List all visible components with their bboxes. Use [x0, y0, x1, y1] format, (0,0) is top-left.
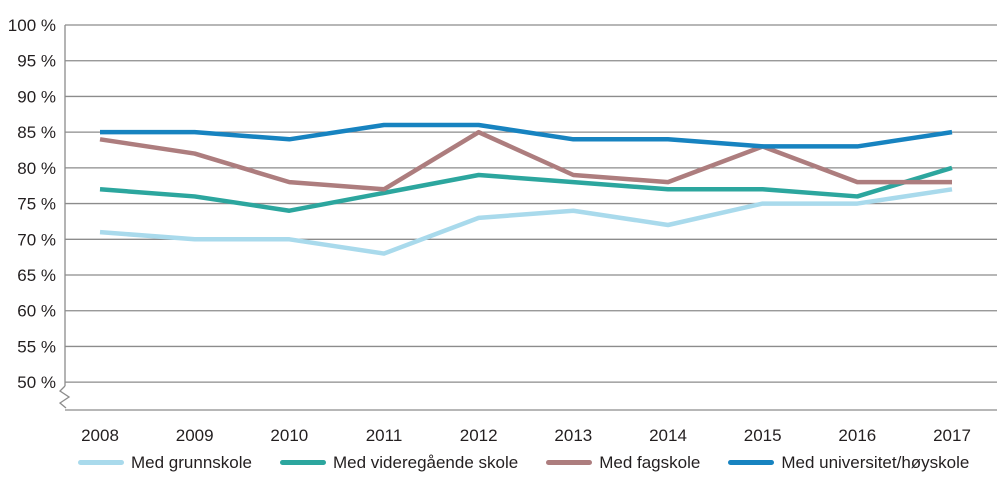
- x-tick-label: 2015: [744, 426, 782, 445]
- x-tick-label: 2009: [176, 426, 214, 445]
- legend-label: Med universitet/høyskole: [781, 452, 970, 472]
- data-series: [99, 122, 953, 256]
- chart-legend: Med grunnskole Med videregående skole Med …: [0, 449, 1000, 475]
- y-tick-label: 100 %: [8, 16, 56, 35]
- y-tick-label: 80 %: [17, 159, 56, 178]
- x-tick-label: 2017: [933, 426, 971, 445]
- y-tick-label: 55 %: [17, 337, 56, 356]
- series-line-2: [99, 129, 953, 192]
- legend-item-1: Med videregående skole: [279, 452, 519, 472]
- x-tick-labels: 2008 2009 2010 2011 2012 2013 2014 2015 2016 2017: [81, 426, 971, 445]
- series-line-0: [99, 187, 953, 256]
- y-tick-label: 70 %: [17, 230, 56, 249]
- y-tick-label: 85 %: [17, 123, 56, 142]
- x-tick-label: 2013: [554, 426, 592, 445]
- y-tick-label: 50 %: [17, 373, 56, 392]
- legend-item-2: Med fagskole: [546, 454, 700, 471]
- legend-item-0: Med grunnskole: [78, 454, 252, 471]
- y-tick-label: 65 %: [17, 266, 56, 285]
- legend-swatch-icon: [728, 459, 775, 465]
- series-line-3: [100, 122, 953, 149]
- y-tick-labels: 100 % 95 % 90 % 85 % 80 % 75 % 70 % 65 % 60 % 55 …: [8, 16, 56, 392]
- legend-label: Med fagskole: [599, 452, 701, 472]
- x-tick-label: 2008: [81, 426, 119, 445]
- legend-swatch-icon: [546, 459, 593, 465]
- y-tick-label: 75 %: [17, 195, 56, 214]
- legend-label: Med videregående skole: [332, 452, 519, 472]
- x-tick-label: 2016: [838, 426, 876, 445]
- x-tick-label: 2011: [366, 426, 403, 445]
- y-axis: [58, 25, 71, 409]
- legend-item-3: Med universitet/høyskole: [728, 454, 969, 471]
- legend-swatch-icon: [279, 459, 326, 465]
- axis-break-icon: [58, 385, 71, 409]
- y-tick-label: 95 %: [17, 52, 56, 71]
- legend-swatch-icon: [78, 459, 124, 465]
- x-tick-label: 2014: [649, 426, 687, 445]
- x-tick-label: 2012: [460, 426, 498, 445]
- legend-label: Med grunnskole: [131, 452, 252, 472]
- y-tick-label: 60 %: [17, 302, 56, 321]
- line-chart: 100 % 95 % 90 % 85 % 80 % 75 % 70 % 65 % 60 % 55 …: [8, 16, 997, 445]
- y-tick-label: 90 %: [17, 87, 56, 106]
- x-tick-label: 2010: [270, 426, 308, 445]
- series-line-1: [99, 165, 953, 213]
